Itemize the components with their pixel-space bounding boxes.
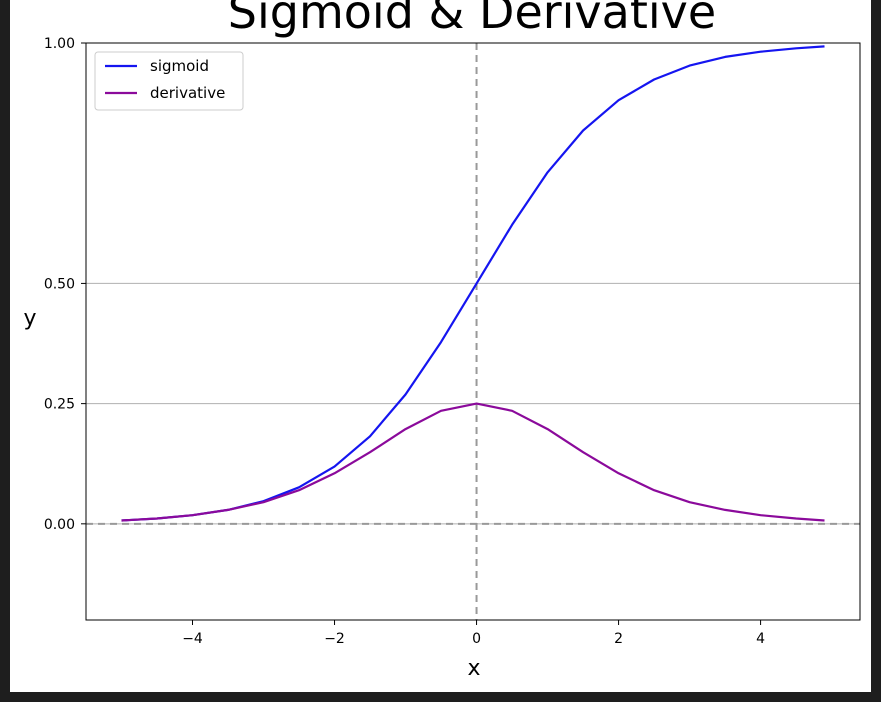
chart-svg: −4 −2 0 2 4 0.00 0.25 0.50 1.00 sigmoid derivative… xyxy=(23,0,861,681)
plot-area: −4 −2 0 2 4 0.00 0.25 0.50 1.00 sigmoid derivative xyxy=(44,36,861,647)
x-tick-label-0: −4 xyxy=(182,631,203,647)
y-tick-label-1: 0.25 xyxy=(44,397,75,413)
plot-frame xyxy=(85,42,861,621)
legend-label-sigmoid: sigmoid xyxy=(150,57,209,75)
y-tick-label-0: 0.00 xyxy=(44,517,75,533)
legend-label-derivative: derivative xyxy=(150,84,225,102)
series-line-derivative xyxy=(121,402,825,522)
y-tick-label-2: 0.50 xyxy=(44,276,75,292)
y-axis-label: y xyxy=(23,306,36,331)
y-tick-label-3: 1.00 xyxy=(44,36,75,52)
chart-title: Sigmoid & Derivative xyxy=(228,0,716,39)
x-tick-label-3: 2 xyxy=(614,631,623,647)
x-tick-label-4: 4 xyxy=(756,631,765,647)
x-tick-label-1: −2 xyxy=(324,631,345,647)
x-tick-label-2: 0 xyxy=(472,631,481,647)
chart-figure: −4 −2 0 2 4 0.00 0.25 0.50 1.00 sigmoid derivative… xyxy=(10,0,871,692)
x-axis-label: x xyxy=(467,656,480,681)
